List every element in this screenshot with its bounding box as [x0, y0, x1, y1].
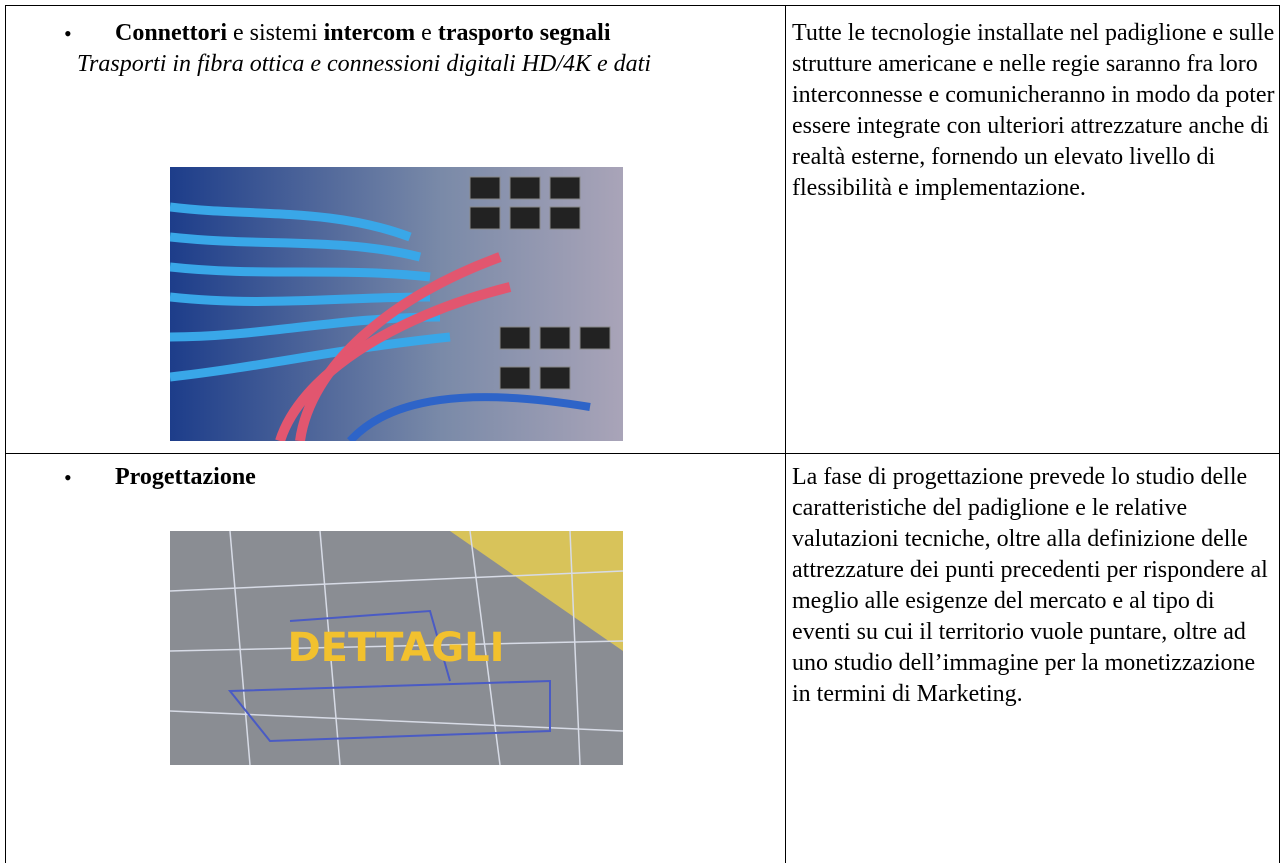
border [1279, 5, 1280, 863]
heading-segment: Connettori [115, 20, 227, 46]
heading-segment: trasporto segnali [437, 20, 611, 46]
heading-segment: e sistemi [226, 20, 324, 46]
border [5, 453, 1280, 454]
row-description: Tutte le tecnologie installate nel padig… [792, 20, 1275, 201]
row-heading: Connettori e sistemi intercom e trasport… [115, 18, 785, 49]
bullet: • [64, 465, 72, 490]
bullet: • [64, 21, 72, 46]
heading-segment: Progettazione [115, 464, 256, 490]
border [5, 5, 6, 863]
row-description: La fase di progettazione prevede lo stud… [792, 464, 1268, 707]
cables-image [170, 167, 623, 441]
border [5, 5, 1280, 6]
row-subtitle: Trasporti in fibra ottica e connessioni … [77, 51, 652, 77]
border [785, 5, 786, 863]
row-heading: Progettazione [115, 462, 785, 493]
heading-segment: intercom [323, 20, 416, 46]
blueprint-image: DETTAGLI [170, 531, 623, 765]
heading-segment: e [415, 20, 438, 46]
image-text: DETTAGLI [287, 625, 504, 671]
